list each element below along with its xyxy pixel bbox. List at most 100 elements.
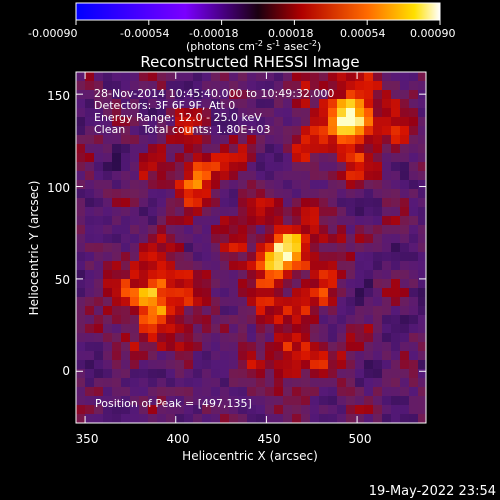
image-pixel <box>229 216 238 225</box>
image-pixel <box>211 315 220 324</box>
image-pixel <box>76 72 85 81</box>
image-pixel <box>130 378 139 387</box>
image-pixel <box>310 324 319 333</box>
image-pixel <box>409 342 418 351</box>
image-pixel <box>265 414 274 423</box>
image-pixel <box>85 72 94 81</box>
image-pixel <box>283 153 292 162</box>
image-pixel <box>310 108 319 117</box>
image-pixel <box>76 315 85 324</box>
image-pixel <box>148 378 157 387</box>
image-pixel <box>346 396 355 405</box>
image-pixel <box>112 135 121 144</box>
image-pixel <box>418 342 426 351</box>
image-pixel <box>139 342 148 351</box>
image-pixel <box>265 243 274 252</box>
image-pixel <box>391 198 400 207</box>
image-pixel <box>238 387 247 396</box>
image-pixel <box>346 306 355 315</box>
image-pixel <box>364 279 373 288</box>
image-pixel <box>337 414 346 423</box>
image-pixel <box>184 306 193 315</box>
image-pixel <box>274 297 283 306</box>
image-pixel <box>85 90 94 99</box>
image-pixel <box>94 333 103 342</box>
image-pixel <box>256 297 265 306</box>
image-pixel <box>364 180 373 189</box>
image-pixel <box>229 396 238 405</box>
image-pixel <box>112 387 121 396</box>
image-pixel <box>121 90 130 99</box>
image-pixel <box>400 234 409 243</box>
image-pixel <box>337 324 346 333</box>
image-pixel <box>382 414 391 423</box>
image-pixel <box>157 333 166 342</box>
image-pixel <box>112 234 121 243</box>
image-pixel <box>310 171 319 180</box>
image-pixel <box>139 243 148 252</box>
image-pixel <box>166 405 175 414</box>
image-pixel <box>382 108 391 117</box>
image-pixel <box>112 162 121 171</box>
image-pixel <box>247 216 256 225</box>
image-pixel <box>310 198 319 207</box>
image-pixel <box>409 99 418 108</box>
image-pixel <box>193 333 202 342</box>
image-pixel <box>175 198 184 207</box>
image-pixel <box>373 72 382 81</box>
image-pixel <box>364 243 373 252</box>
image-pixel <box>238 396 247 405</box>
image-pixel <box>400 306 409 315</box>
image-pixel <box>139 333 148 342</box>
image-pixel <box>265 225 274 234</box>
image-pixel <box>121 189 130 198</box>
colorbar-tick-label: 0.00090 <box>410 27 456 40</box>
image-pixel <box>355 153 364 162</box>
image-pixel <box>175 90 184 99</box>
image-pixel <box>400 261 409 270</box>
image-pixel <box>112 369 121 378</box>
image-pixel <box>94 360 103 369</box>
image-pixel <box>247 342 256 351</box>
image-pixel <box>247 162 256 171</box>
image-pixel <box>346 297 355 306</box>
image-pixel <box>418 306 426 315</box>
image-pixel <box>382 306 391 315</box>
image-pixel <box>148 252 157 261</box>
image-pixel <box>148 135 157 144</box>
image-pixel <box>148 360 157 369</box>
image-pixel <box>355 252 364 261</box>
image-pixel <box>166 225 175 234</box>
image-pixel <box>175 72 184 81</box>
info-line: Detectors: 3F 6F 9F, Att 0 <box>94 99 235 112</box>
image-pixel <box>391 324 400 333</box>
image-pixel <box>418 216 426 225</box>
image-pixel <box>319 144 328 153</box>
image-pixel <box>94 378 103 387</box>
image-pixel <box>139 135 148 144</box>
image-pixel <box>103 117 112 126</box>
image-pixel <box>418 72 426 81</box>
image-pixel <box>400 207 409 216</box>
image-pixel <box>76 144 85 153</box>
image-pixel <box>247 126 256 135</box>
image-pixel <box>247 387 256 396</box>
image-pixel <box>319 315 328 324</box>
image-pixel <box>184 333 193 342</box>
image-pixel <box>400 171 409 180</box>
image-pixel <box>409 108 418 117</box>
image-pixel <box>103 387 112 396</box>
image-pixel <box>112 189 121 198</box>
image-pixel <box>211 378 220 387</box>
image-pixel <box>202 99 211 108</box>
image-pixel <box>319 216 328 225</box>
image-pixel <box>157 387 166 396</box>
image-pixel <box>157 369 166 378</box>
image-pixel <box>328 369 337 378</box>
image-pixel <box>247 414 256 423</box>
image-pixel <box>103 207 112 216</box>
image-pixel <box>184 387 193 396</box>
image-pixel <box>409 153 418 162</box>
image-pixel <box>103 360 112 369</box>
image-pixel <box>256 324 265 333</box>
